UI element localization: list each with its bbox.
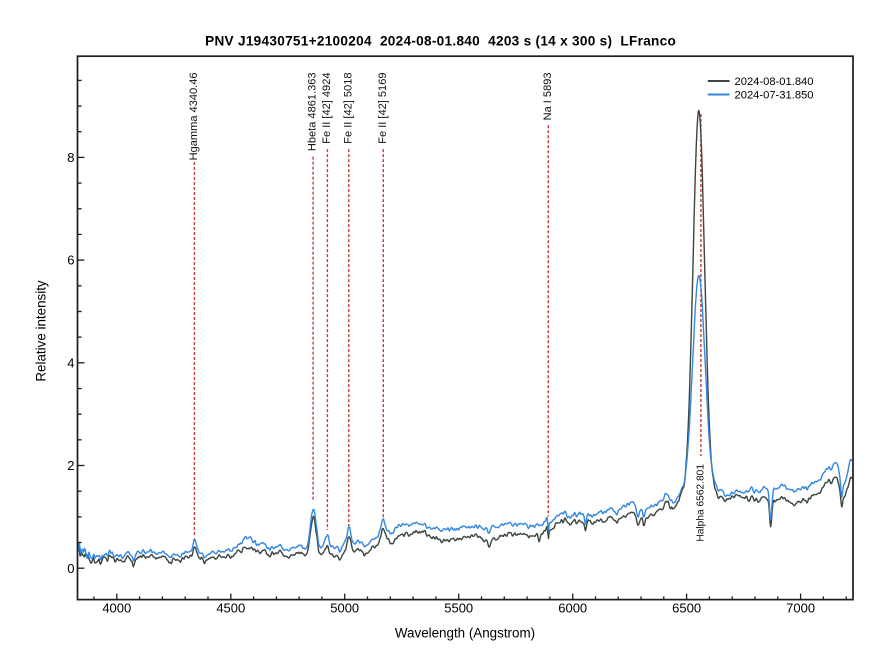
svg-text:4: 4 bbox=[67, 355, 74, 370]
svg-text:4500: 4500 bbox=[216, 601, 245, 616]
svg-text:Fe II [42] 5169: Fe II [42] 5169 bbox=[377, 73, 389, 144]
svg-text:8: 8 bbox=[67, 150, 74, 165]
svg-text:6500: 6500 bbox=[672, 601, 701, 616]
svg-text:5000: 5000 bbox=[330, 601, 359, 616]
svg-text:0: 0 bbox=[67, 561, 74, 576]
svg-text:6: 6 bbox=[67, 253, 74, 268]
svg-text:5500: 5500 bbox=[444, 601, 473, 616]
svg-text:Fe II [42] 5018: Fe II [42] 5018 bbox=[342, 73, 354, 144]
svg-text:2024-08-01.840: 2024-08-01.840 bbox=[735, 76, 814, 88]
svg-text:7000: 7000 bbox=[786, 601, 815, 616]
svg-text:Wavelength (Angstrom): Wavelength (Angstrom) bbox=[395, 626, 535, 641]
svg-text:Fe II [42] 4924: Fe II [42] 4924 bbox=[321, 73, 333, 144]
svg-text:2: 2 bbox=[67, 458, 74, 473]
svg-text:Relative intensity: Relative intensity bbox=[34, 280, 49, 382]
svg-text:PNV J19430751+2100204 2024-08: PNV J19430751+2100204 2024-08-01.840 420… bbox=[205, 34, 676, 49]
svg-text:6000: 6000 bbox=[558, 601, 587, 616]
svg-text:4000: 4000 bbox=[102, 601, 131, 616]
svg-text:Hgamma 4340.46: Hgamma 4340.46 bbox=[188, 73, 200, 161]
svg-text:Na I 5893: Na I 5893 bbox=[542, 73, 554, 121]
svg-text:Halpha 6562.801: Halpha 6562.801 bbox=[696, 464, 707, 542]
svg-text:Hbeta 4861.363: Hbeta 4861.363 bbox=[307, 73, 319, 152]
svg-text:2024-07-31.850: 2024-07-31.850 bbox=[735, 90, 814, 102]
